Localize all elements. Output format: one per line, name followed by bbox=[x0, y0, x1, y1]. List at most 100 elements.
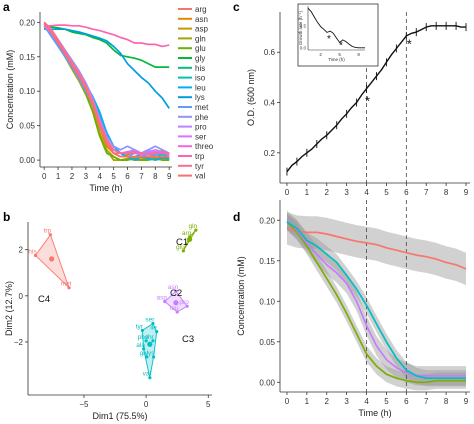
y-tick-label: 0.2 bbox=[264, 149, 276, 158]
x-tick-label: 1 bbox=[305, 397, 310, 406]
panel-b-label: b bbox=[3, 210, 10, 224]
confidence-band-3 bbox=[287, 213, 466, 387]
y-tick-label: 0.10 bbox=[19, 87, 35, 96]
point-label-arg: arg bbox=[182, 230, 192, 237]
panel-d-label: d bbox=[233, 210, 240, 224]
point-label-gln: gln bbox=[188, 223, 197, 230]
inset-y-axis-label: Growth rate (h⁻¹) bbox=[298, 10, 303, 45]
point-label-pro: pro bbox=[179, 299, 189, 306]
inset-y-tick-label: 0.0 bbox=[300, 45, 307, 50]
x-tick-label: 7 bbox=[424, 188, 429, 197]
cluster-label-C3: C3 bbox=[182, 334, 194, 345]
mean-line-0 bbox=[286, 227, 467, 270]
legend-label-val: val bbox=[195, 172, 205, 181]
point-label-ser: ser bbox=[145, 316, 155, 323]
mean-line-2 bbox=[286, 219, 466, 377]
y-tick-label: 0.20 bbox=[259, 216, 275, 225]
legend-label-met: met bbox=[195, 103, 209, 112]
inset-x-tick-label: 8 bbox=[357, 52, 360, 57]
legend-label-tyr: tyr bbox=[195, 162, 204, 171]
point-his bbox=[33, 253, 38, 258]
series-line-tyr bbox=[43, 21, 170, 156]
point-label-thr: thr bbox=[146, 334, 154, 341]
y-axis-label: O.D. (600 nm) bbox=[246, 69, 256, 126]
legend-label-asp: asp bbox=[195, 25, 208, 34]
y-tick-label: 0.20 bbox=[19, 18, 35, 27]
point-phe bbox=[144, 339, 148, 343]
cluster-label-C1: C1 bbox=[176, 237, 188, 248]
inset-x-tick-label: 5 bbox=[338, 52, 341, 57]
panel-d-plot: 0 1 2 3 4 5 6 7 8 9 0.00 0.05 0.10 0.15 0.20 Time (h) Co… bbox=[236, 200, 470, 418]
y-tick-label: 0.00 bbox=[19, 156, 35, 165]
x-tick-label: 0 bbox=[285, 397, 290, 406]
series-line-lys bbox=[44, 28, 170, 109]
legend-label-phe: phe bbox=[195, 113, 209, 122]
x-tick-label: −5 bbox=[79, 400, 89, 409]
x-tick-label: 3 bbox=[84, 172, 89, 181]
inset-growth-curve bbox=[307, 7, 365, 49]
point-ala bbox=[142, 347, 146, 351]
y-tick-label: 0.4 bbox=[264, 99, 276, 108]
point-label-tyr: tyr bbox=[136, 323, 144, 330]
point-met bbox=[67, 286, 71, 290]
x-tick-label: 9 bbox=[167, 172, 172, 181]
panel-c: c 0 1 2 3 4 5 6 7 8 90.20.40.6O.D. (600 nm) **2 5 80… bbox=[233, 0, 470, 197]
confidence-band-2 bbox=[287, 210, 466, 386]
y-tick-label: 0.00 bbox=[259, 378, 275, 387]
x-axis-label: Time (h) bbox=[358, 408, 391, 418]
centroid-C1 bbox=[187, 236, 193, 242]
mean-line-1 bbox=[286, 221, 466, 384]
x-tick-label: 3 bbox=[344, 188, 349, 197]
y-tick-label: 0 bbox=[19, 292, 24, 301]
x-tick-label: 9 bbox=[464, 397, 469, 406]
x-tick-label: 3 bbox=[344, 397, 349, 406]
legend-label-gly: gly bbox=[195, 54, 205, 63]
legend-label-gln: gln bbox=[195, 34, 206, 43]
inset-x-axis-label: Time (h) bbox=[328, 57, 345, 62]
legend-label-threo: threo bbox=[195, 142, 214, 151]
y-axis-label: Dim2 (12.7%) bbox=[4, 281, 14, 336]
y-tick-label: −2 bbox=[14, 338, 24, 347]
x-tick-label: 0 bbox=[144, 400, 149, 409]
x-tick-label: 6 bbox=[404, 188, 409, 197]
y-axis-label: Concentration (mM) bbox=[236, 256, 246, 336]
confidence-band-1 bbox=[287, 213, 466, 391]
legend-label-glu: glu bbox=[195, 44, 206, 53]
x-tick-label: 4 bbox=[364, 397, 369, 406]
point-label-met: met bbox=[61, 281, 72, 288]
x-tick-label: 6 bbox=[404, 397, 409, 406]
y-tick-label: 0.15 bbox=[19, 53, 35, 62]
x-tick-label: 1 bbox=[305, 188, 310, 197]
point-trp bbox=[48, 233, 52, 237]
legend-label-his: his bbox=[195, 64, 205, 73]
y-tick-label: 0.05 bbox=[19, 122, 35, 131]
panel-a: a 0 1 2 3 4 5 6 7 8 9 0.00 0.05 0.10 0.15 0.20 Time (h)… bbox=[3, 0, 214, 193]
x-tick-label: 5 bbox=[384, 397, 389, 406]
mean-line-3 bbox=[286, 221, 466, 380]
legend-label-arg: arg bbox=[195, 5, 207, 14]
x-tick-label: 5 bbox=[111, 172, 116, 181]
y-tick-label: 0.6 bbox=[264, 48, 276, 57]
panel-a-plot: 0 1 2 3 4 5 6 7 8 9 0.00 0.05 0.10 0.15 0.20 Time (h) Co… bbox=[5, 12, 172, 193]
inset-x-tick-label: 2 bbox=[319, 52, 322, 57]
centroid-C3 bbox=[147, 341, 153, 347]
inset-asterisk-marker: * bbox=[339, 40, 343, 51]
asterisk-marker: * bbox=[365, 93, 370, 108]
point-glu bbox=[181, 249, 186, 253]
point-tyr bbox=[140, 328, 144, 333]
y-tick-label: 0.10 bbox=[259, 297, 275, 306]
x-tick-label: 7 bbox=[424, 397, 429, 406]
point-label-his: his bbox=[28, 248, 37, 255]
inset-y-tick-label: 0.5 bbox=[300, 23, 307, 28]
x-tick-label: 8 bbox=[444, 188, 449, 197]
centroid-C2 bbox=[173, 300, 179, 306]
point-asp bbox=[163, 299, 167, 304]
point-leu bbox=[175, 310, 179, 314]
x-tick-label: 0 bbox=[285, 188, 290, 197]
point-ser bbox=[151, 321, 155, 326]
point-gln bbox=[194, 228, 198, 232]
legend-label-lys: lys bbox=[195, 93, 205, 102]
point-thr bbox=[151, 339, 155, 343]
panel-a-legend: argasnaspglngluglyhisisoleulysmetphepros… bbox=[178, 5, 214, 181]
